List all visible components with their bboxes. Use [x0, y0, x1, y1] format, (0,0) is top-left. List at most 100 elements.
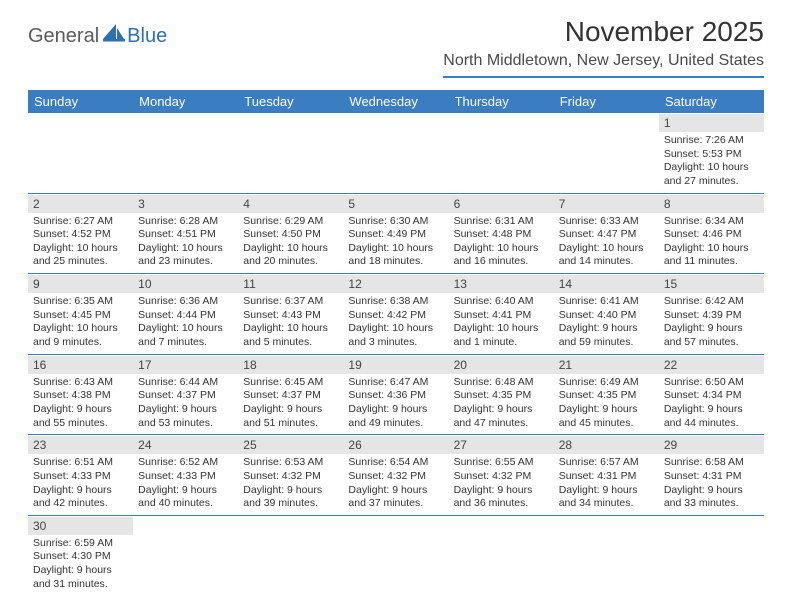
location: North Middletown, New Jersey, United Sta… [443, 52, 764, 78]
logo-text-general: General [28, 25, 99, 48]
month-title: November 2025 [443, 16, 764, 48]
day-content: Sunrise: 6:30 AMSunset: 4:49 PMDaylight:… [343, 213, 448, 274]
day-content: Sunrise: 6:43 AMSunset: 4:38 PMDaylight:… [28, 374, 133, 435]
weekday-header: Tuesday [238, 90, 343, 113]
day-number-empty [449, 113, 554, 132]
calendar-cell: 27Sunrise: 6:55 AMSunset: 4:32 PMDayligh… [449, 435, 554, 516]
day-content: Sunrise: 6:49 AMSunset: 4:35 PMDaylight:… [554, 374, 659, 435]
calendar-cell [133, 515, 238, 595]
day-content: Sunrise: 6:37 AMSunset: 4:43 PMDaylight:… [238, 293, 343, 354]
day-content: Sunrise: 6:33 AMSunset: 4:47 PMDaylight:… [554, 213, 659, 274]
calendar-cell: 20Sunrise: 6:48 AMSunset: 4:35 PMDayligh… [449, 354, 554, 435]
day-number: 1 [659, 113, 764, 132]
day-content: Sunrise: 6:44 AMSunset: 4:37 PMDaylight:… [133, 374, 238, 435]
calendar-cell [659, 515, 764, 595]
day-number: 30 [28, 516, 133, 535]
day-content: Sunrise: 6:53 AMSunset: 4:32 PMDaylight:… [238, 454, 343, 515]
calendar-cell: 10Sunrise: 6:36 AMSunset: 4:44 PMDayligh… [133, 274, 238, 355]
calendar-cell: 22Sunrise: 6:50 AMSunset: 4:34 PMDayligh… [659, 354, 764, 435]
calendar-row: 30Sunrise: 6:59 AMSunset: 4:30 PMDayligh… [28, 515, 764, 595]
calendar-cell: 5Sunrise: 6:30 AMSunset: 4:49 PMDaylight… [343, 193, 448, 274]
calendar-cell: 6Sunrise: 6:31 AMSunset: 4:48 PMDaylight… [449, 193, 554, 274]
calendar-cell: 16Sunrise: 6:43 AMSunset: 4:38 PMDayligh… [28, 354, 133, 435]
calendar-row: 23Sunrise: 6:51 AMSunset: 4:33 PMDayligh… [28, 435, 764, 516]
day-content: Sunrise: 6:29 AMSunset: 4:50 PMDaylight:… [238, 213, 343, 274]
day-number: 6 [449, 194, 554, 213]
day-number: 9 [28, 274, 133, 293]
calendar-cell: 17Sunrise: 6:44 AMSunset: 4:37 PMDayligh… [133, 354, 238, 435]
calendar-cell: 26Sunrise: 6:54 AMSunset: 4:32 PMDayligh… [343, 435, 448, 516]
day-number: 26 [343, 435, 448, 454]
day-content: Sunrise: 6:50 AMSunset: 4:34 PMDaylight:… [659, 374, 764, 435]
day-number: 20 [449, 355, 554, 374]
day-number: 19 [343, 355, 448, 374]
day-number: 24 [133, 435, 238, 454]
day-number: 5 [343, 194, 448, 213]
calendar-cell: 9Sunrise: 6:35 AMSunset: 4:45 PMDaylight… [28, 274, 133, 355]
day-number: 12 [343, 274, 448, 293]
calendar-cell: 30Sunrise: 6:59 AMSunset: 4:30 PMDayligh… [28, 515, 133, 595]
calendar-cell: 25Sunrise: 6:53 AMSunset: 4:32 PMDayligh… [238, 435, 343, 516]
calendar-row: 16Sunrise: 6:43 AMSunset: 4:38 PMDayligh… [28, 354, 764, 435]
calendar-cell: 18Sunrise: 6:45 AMSunset: 4:37 PMDayligh… [238, 354, 343, 435]
day-content: Sunrise: 6:38 AMSunset: 4:42 PMDaylight:… [343, 293, 448, 354]
day-number: 27 [449, 435, 554, 454]
day-number-empty [449, 516, 554, 535]
day-number: 18 [238, 355, 343, 374]
day-content: Sunrise: 6:58 AMSunset: 4:31 PMDaylight:… [659, 454, 764, 515]
day-content: Sunrise: 6:42 AMSunset: 4:39 PMDaylight:… [659, 293, 764, 354]
day-number-empty [28, 113, 133, 132]
calendar-cell [238, 113, 343, 193]
calendar-cell: 11Sunrise: 6:37 AMSunset: 4:43 PMDayligh… [238, 274, 343, 355]
day-content: Sunrise: 6:31 AMSunset: 4:48 PMDaylight:… [449, 213, 554, 274]
calendar-table: SundayMondayTuesdayWednesdayThursdayFrid… [28, 90, 764, 595]
day-content: Sunrise: 6:36 AMSunset: 4:44 PMDaylight:… [133, 293, 238, 354]
day-number: 22 [659, 355, 764, 374]
day-number: 14 [554, 274, 659, 293]
day-number: 28 [554, 435, 659, 454]
calendar-cell: 23Sunrise: 6:51 AMSunset: 4:33 PMDayligh… [28, 435, 133, 516]
day-number: 23 [28, 435, 133, 454]
calendar-cell [133, 113, 238, 193]
day-content: Sunrise: 6:45 AMSunset: 4:37 PMDaylight:… [238, 374, 343, 435]
calendar-row: 1Sunrise: 7:26 AMSunset: 5:53 PMDaylight… [28, 113, 764, 193]
day-content: Sunrise: 6:55 AMSunset: 4:32 PMDaylight:… [449, 454, 554, 515]
calendar-cell [28, 113, 133, 193]
day-number: 7 [554, 194, 659, 213]
calendar-cell [449, 515, 554, 595]
weekday-header: Friday [554, 90, 659, 113]
calendar-cell: 8Sunrise: 6:34 AMSunset: 4:46 PMDaylight… [659, 193, 764, 274]
day-number: 29 [659, 435, 764, 454]
calendar-cell: 14Sunrise: 6:41 AMSunset: 4:40 PMDayligh… [554, 274, 659, 355]
day-content: Sunrise: 6:41 AMSunset: 4:40 PMDaylight:… [554, 293, 659, 354]
title-block: November 2025 North Middletown, New Jers… [443, 16, 764, 78]
day-number: 17 [133, 355, 238, 374]
day-content: Sunrise: 6:57 AMSunset: 4:31 PMDaylight:… [554, 454, 659, 515]
day-number: 4 [238, 194, 343, 213]
day-number-empty [133, 113, 238, 132]
day-number-empty [343, 113, 448, 132]
weekday-header: Wednesday [343, 90, 448, 113]
day-number: 11 [238, 274, 343, 293]
day-content: Sunrise: 6:48 AMSunset: 4:35 PMDaylight:… [449, 374, 554, 435]
day-content: Sunrise: 6:27 AMSunset: 4:52 PMDaylight:… [28, 213, 133, 274]
calendar-cell: 13Sunrise: 6:40 AMSunset: 4:41 PMDayligh… [449, 274, 554, 355]
weekday-header: Thursday [449, 90, 554, 113]
day-content: Sunrise: 6:59 AMSunset: 4:30 PMDaylight:… [28, 535, 133, 596]
weekday-header: Sunday [28, 90, 133, 113]
calendar-cell [554, 113, 659, 193]
calendar-cell [449, 113, 554, 193]
day-content: Sunrise: 6:54 AMSunset: 4:32 PMDaylight:… [343, 454, 448, 515]
day-content: Sunrise: 6:28 AMSunset: 4:51 PMDaylight:… [133, 213, 238, 274]
calendar-cell: 21Sunrise: 6:49 AMSunset: 4:35 PMDayligh… [554, 354, 659, 435]
calendar-cell [238, 515, 343, 595]
day-content: Sunrise: 6:52 AMSunset: 4:33 PMDaylight:… [133, 454, 238, 515]
day-content: Sunrise: 7:26 AMSunset: 5:53 PMDaylight:… [659, 132, 764, 193]
logo-text-blue: Blue [127, 25, 167, 48]
day-number-empty [133, 516, 238, 535]
day-number-empty [238, 113, 343, 132]
day-number-empty [238, 516, 343, 535]
day-number: 15 [659, 274, 764, 293]
calendar-cell: 2Sunrise: 6:27 AMSunset: 4:52 PMDaylight… [28, 193, 133, 274]
calendar-cell: 4Sunrise: 6:29 AMSunset: 4:50 PMDaylight… [238, 193, 343, 274]
